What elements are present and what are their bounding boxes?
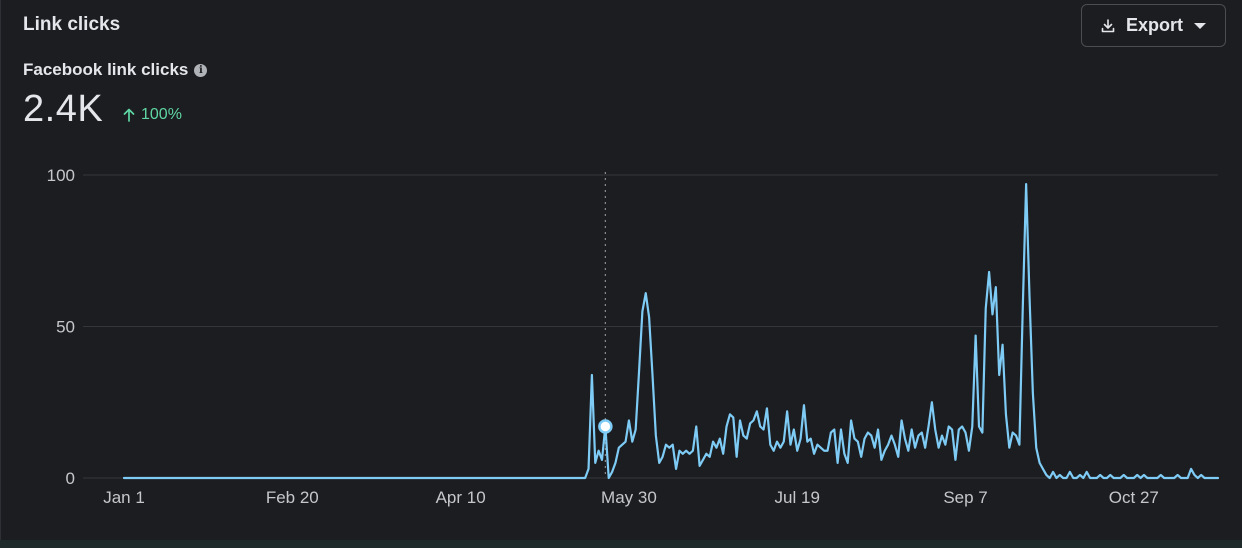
metric-value: 2.4K <box>23 88 104 130</box>
metric-change-value: 100% <box>141 106 182 123</box>
y-tick-label: 100 <box>47 166 75 185</box>
metric-change: 100% <box>123 106 182 124</box>
export-button[interactable]: Export <box>1081 4 1226 47</box>
arrow-up-icon <box>123 108 135 122</box>
metric-label-text: Facebook link clicks <box>23 60 189 79</box>
download-icon <box>1101 18 1115 32</box>
series-line <box>122 182 1220 480</box>
y-tick-label: 50 <box>56 318 75 337</box>
x-tick-label: Sep 7 <box>943 488 987 507</box>
info-icon[interactable]: i <box>194 63 208 77</box>
metric-label: Facebook link clicks i <box>23 60 208 80</box>
highlight-point <box>598 419 613 434</box>
x-tick-label: Jan 1 <box>103 488 145 507</box>
x-tick-label: Apr 10 <box>436 488 486 507</box>
section-title: Link clicks <box>23 14 121 35</box>
export-label: Export <box>1125 15 1183 35</box>
y-tick-label: 0 <box>66 469 75 488</box>
x-tick-label: Feb 20 <box>266 488 319 507</box>
x-tick-label: Jul 19 <box>775 488 820 507</box>
caret-down-icon <box>1194 22 1206 29</box>
bottom-strip <box>0 540 1242 548</box>
x-tick-label: May 30 <box>601 488 657 507</box>
x-tick-label: Oct 27 <box>1109 488 1159 507</box>
